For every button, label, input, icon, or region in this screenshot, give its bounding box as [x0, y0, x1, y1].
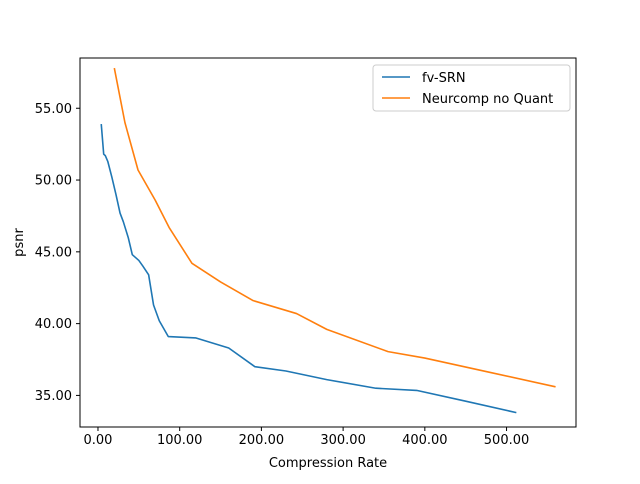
- x-tick-label: 400.00: [402, 433, 448, 448]
- y-tick-label: 35.00: [35, 389, 72, 404]
- y-tick-label: 50.00: [35, 174, 72, 189]
- series-line-neurcomp-no-quant: [113, 67, 556, 388]
- axis-ticks: 0.00 100.00 200.00 300.00 400.00 500.00 35.00 4…: [35, 102, 530, 448]
- x-tick-label: 200.00: [239, 433, 285, 448]
- x-tick-label: 0.00: [84, 433, 113, 448]
- legend-box: [372, 64, 571, 112]
- legend-label-fv-srn: fv-SRN: [422, 71, 466, 86]
- y-tick-label: 55.00: [35, 102, 72, 117]
- x-tick-label: 100.00: [157, 433, 203, 448]
- series-lines: [100, 67, 556, 414]
- y-tick-label: 45.00: [35, 245, 72, 260]
- plot-frame: [79, 57, 577, 428]
- x-tick-label: 500.00: [484, 433, 530, 448]
- y-tick-label: 40.00: [35, 317, 72, 332]
- series-line-fv-srn: [100, 123, 517, 414]
- x-tick-label: 300.00: [320, 433, 366, 448]
- legend-label-neurcomp: Neurcomp no Quant: [422, 92, 553, 107]
- x-axis-label: Compression Rate: [269, 456, 387, 471]
- y-axis-label: psnr: [12, 228, 27, 257]
- legend: fv-SRN Neurcomp no Quant: [372, 64, 571, 112]
